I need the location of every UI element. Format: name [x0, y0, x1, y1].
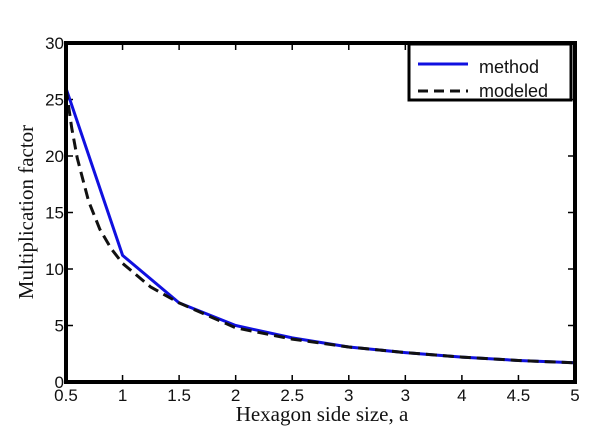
legend-label-modeled: modeled	[479, 81, 548, 101]
series-line-modeled	[64, 87, 576, 365]
x-tick-label: 1.5	[167, 386, 191, 405]
x-tick-label: 3	[344, 386, 353, 405]
y-tick-label: 25	[45, 91, 64, 110]
x-tick-label: 0.5	[54, 386, 78, 405]
y-tick-label: 5	[55, 317, 64, 336]
tick-labels: 0.5 1 1.5 2 2.5 3 3 4 4.5 5 0 5 10 15 20 25 30	[45, 34, 580, 405]
x-tick-label: 4	[457, 386, 466, 405]
x-tick-label: 2	[231, 386, 240, 405]
legend-label-method: method	[479, 57, 539, 77]
x-tick-label: 5	[570, 386, 579, 405]
series-line-method	[64, 87, 576, 365]
y-tick-label: 20	[45, 147, 64, 166]
x-tick-label: 1	[118, 386, 127, 405]
x-tick-label: 4.5	[507, 386, 531, 405]
plot-frame	[64, 41, 577, 384]
legend: method modeled	[407, 42, 573, 102]
y-tick-label: 30	[45, 34, 64, 53]
x-axis-title: Hexagon side size, a	[236, 402, 409, 426]
y-tick-label: 15	[45, 204, 64, 223]
y-tick-label: 0	[55, 373, 64, 392]
series-layer	[64, 87, 576, 365]
y-tick-label: 10	[45, 260, 64, 279]
y-axis-title: Multiplication factor	[14, 125, 38, 299]
x-tick-label: 3	[401, 386, 410, 405]
x-tick-label: 2.5	[280, 386, 304, 405]
